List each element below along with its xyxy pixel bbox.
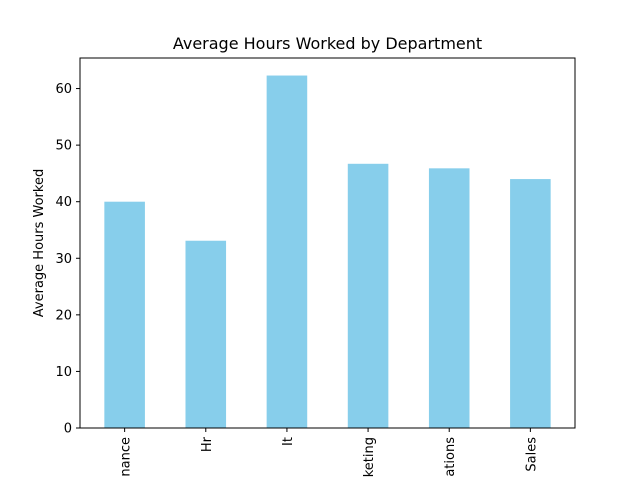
x-tick-label: nance bbox=[119, 437, 134, 477]
bar-marketing bbox=[347, 163, 389, 428]
y-tick-label: 40 bbox=[55, 195, 72, 210]
y-tick-label: 30 bbox=[55, 252, 72, 267]
bar-it bbox=[266, 75, 308, 429]
bars-group bbox=[104, 75, 551, 429]
x-tick-label: keting bbox=[362, 437, 377, 477]
y-tick-label: 60 bbox=[55, 82, 72, 97]
x-tick-label: Hr bbox=[200, 436, 215, 452]
bar-finance bbox=[104, 201, 145, 428]
x-tick-label: Sales bbox=[524, 437, 539, 472]
chart-title: Average Hours Worked by Department bbox=[173, 34, 482, 53]
y-tick-label: 50 bbox=[55, 139, 72, 154]
y-axis-ticks: 0 10 20 30 40 50 60 bbox=[55, 82, 80, 437]
x-axis-ticks: nance Hr It keting ations Sales bbox=[119, 428, 539, 477]
x-tick-label: It bbox=[281, 437, 296, 446]
y-tick-label: 10 bbox=[55, 365, 72, 380]
bar-operations bbox=[428, 168, 470, 428]
y-tick-label: 0 bbox=[64, 422, 72, 437]
x-tick-label: ations bbox=[443, 437, 458, 477]
y-tick-label: 20 bbox=[55, 308, 72, 323]
plot-frame bbox=[79, 57, 576, 429]
bar-hr bbox=[185, 240, 227, 428]
bar-sales bbox=[510, 179, 551, 428]
y-axis-label: Average Hours Worked bbox=[32, 169, 47, 317]
